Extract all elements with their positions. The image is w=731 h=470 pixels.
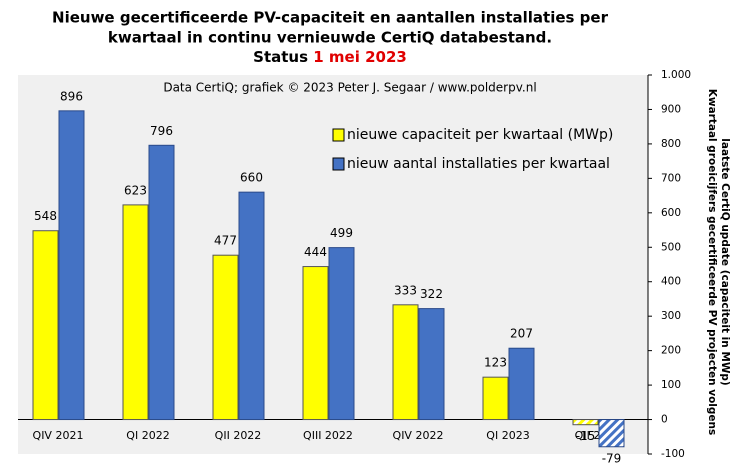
data-label: 623 bbox=[124, 183, 147, 197]
chart-title: Nieuwe gecertificeerde PV-capaciteit en … bbox=[52, 9, 609, 27]
status-line: Status 1 mei 2023 bbox=[253, 48, 407, 66]
data-label: -79 bbox=[602, 451, 622, 465]
bar bbox=[572, 419, 599, 426]
y-tick-label: 600 bbox=[661, 207, 681, 219]
legend-swatch bbox=[332, 157, 345, 171]
data-label: 548 bbox=[34, 209, 57, 223]
bar bbox=[212, 254, 239, 421]
data-label: 477 bbox=[214, 234, 237, 248]
bar bbox=[32, 230, 59, 421]
data-label: 322 bbox=[420, 287, 443, 301]
legend-label: nieuwe capaciteit per kwartaal (MWp) bbox=[347, 127, 613, 143]
status-label: Status bbox=[253, 48, 308, 66]
data-label: 499 bbox=[330, 226, 353, 240]
y-axis-title-line: Kwartaal groeicijfers gecertificeerde PV… bbox=[706, 89, 718, 436]
y-tick-label: 300 bbox=[661, 310, 681, 322]
y-tick-label: 200 bbox=[661, 345, 681, 357]
bar bbox=[482, 376, 509, 421]
bar bbox=[328, 247, 355, 421]
data-label: 444 bbox=[304, 245, 327, 259]
bar bbox=[58, 110, 85, 421]
data-label: 207 bbox=[510, 327, 533, 341]
x-tick-label: QII 2022 bbox=[215, 429, 262, 442]
y-axis-title-line: laatste CertiQ update (capaciteit in MWp… bbox=[719, 138, 731, 385]
data-label: 123 bbox=[484, 356, 507, 370]
x-tick-label: QI 2023 bbox=[486, 429, 529, 442]
y-tick-label: 0 bbox=[661, 414, 668, 426]
bar bbox=[122, 204, 149, 421]
bar bbox=[418, 308, 445, 421]
y-tick-label: 900 bbox=[661, 103, 681, 115]
y-tick-label: -100 bbox=[661, 448, 685, 460]
y-tick-label: 500 bbox=[661, 241, 681, 253]
bar bbox=[302, 266, 329, 421]
y-tick-label: 800 bbox=[661, 138, 681, 150]
data-label: 796 bbox=[150, 124, 173, 138]
data-label: 333 bbox=[394, 283, 417, 297]
bar bbox=[238, 191, 265, 421]
y-tick-label: 100 bbox=[661, 379, 681, 391]
source-note: Data CertiQ; grafiek © 2023 Peter J. Seg… bbox=[163, 81, 536, 95]
bar bbox=[148, 144, 175, 421]
legend-swatch bbox=[332, 128, 345, 142]
data-label: -15 bbox=[576, 429, 596, 443]
legend-label: nieuw aantal installaties per kwartaal bbox=[347, 156, 610, 172]
chart-title: kwartaal in continu vernieuwde CertiQ da… bbox=[108, 29, 552, 47]
y-tick-label: 1.000 bbox=[661, 69, 691, 81]
y-axis-title: Kwartaal groeicijfers gecertificeerde PV… bbox=[706, 89, 731, 436]
x-tick-label: QIV 2021 bbox=[33, 429, 84, 442]
x-tick-label: QIV 2022 bbox=[393, 429, 444, 442]
status-date: 1 mei 2023 bbox=[313, 48, 407, 66]
data-label: 660 bbox=[240, 171, 263, 185]
x-tick-label: QI 2022 bbox=[126, 429, 169, 442]
bar bbox=[508, 347, 535, 421]
x-tick-label: QIII 2022 bbox=[303, 429, 353, 442]
y-tick-label: 700 bbox=[661, 172, 681, 184]
y-tick-label: 400 bbox=[661, 276, 681, 288]
data-label: 896 bbox=[60, 89, 83, 103]
bar bbox=[392, 304, 419, 421]
bar bbox=[598, 419, 625, 448]
